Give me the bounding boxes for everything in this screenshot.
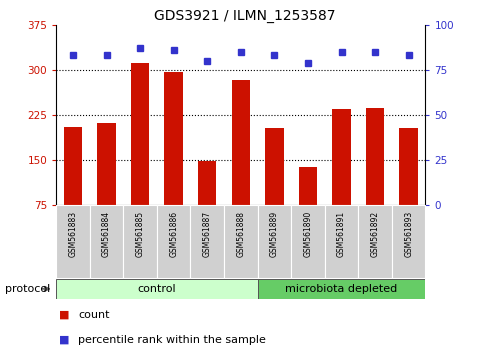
Bar [332,109,350,205]
Text: GSM561884: GSM561884 [102,211,111,257]
Bar [231,80,249,205]
FancyBboxPatch shape [290,205,324,278]
Text: GSM561883: GSM561883 [68,211,78,257]
FancyBboxPatch shape [90,205,123,278]
Text: microbiota depleted: microbiota depleted [285,284,397,294]
FancyBboxPatch shape [157,205,190,278]
FancyBboxPatch shape [257,205,290,278]
Text: GSM561886: GSM561886 [169,211,178,257]
FancyBboxPatch shape [391,205,425,278]
Bar [164,72,183,205]
Text: ■: ■ [59,310,69,320]
Text: GSM561888: GSM561888 [236,211,245,257]
Text: control: control [137,284,176,294]
FancyBboxPatch shape [324,205,358,278]
Bar [298,167,317,205]
FancyBboxPatch shape [358,205,391,278]
Text: GSM561885: GSM561885 [135,211,144,257]
FancyBboxPatch shape [56,205,90,278]
Bar [63,127,82,205]
Bar [365,108,384,205]
Text: percentile rank within the sample: percentile rank within the sample [78,335,265,345]
Text: ■: ■ [59,335,69,345]
Text: GSM561892: GSM561892 [370,211,379,257]
Bar [399,128,417,205]
Text: GSM561887: GSM561887 [203,211,211,257]
Text: count: count [78,310,109,320]
Text: GSM561893: GSM561893 [403,211,412,257]
Bar [131,63,149,205]
FancyBboxPatch shape [190,205,224,278]
FancyBboxPatch shape [224,205,257,278]
Text: GDS3921 / ILMN_1253587: GDS3921 / ILMN_1253587 [153,9,335,23]
Bar [56,279,257,299]
Text: GSM561890: GSM561890 [303,211,312,257]
Bar [264,128,283,205]
Bar [97,123,116,205]
Bar [257,279,425,299]
Text: GSM561891: GSM561891 [336,211,346,257]
Bar [198,161,216,205]
Text: protocol: protocol [5,284,50,294]
Text: GSM561889: GSM561889 [269,211,278,257]
FancyBboxPatch shape [123,205,157,278]
